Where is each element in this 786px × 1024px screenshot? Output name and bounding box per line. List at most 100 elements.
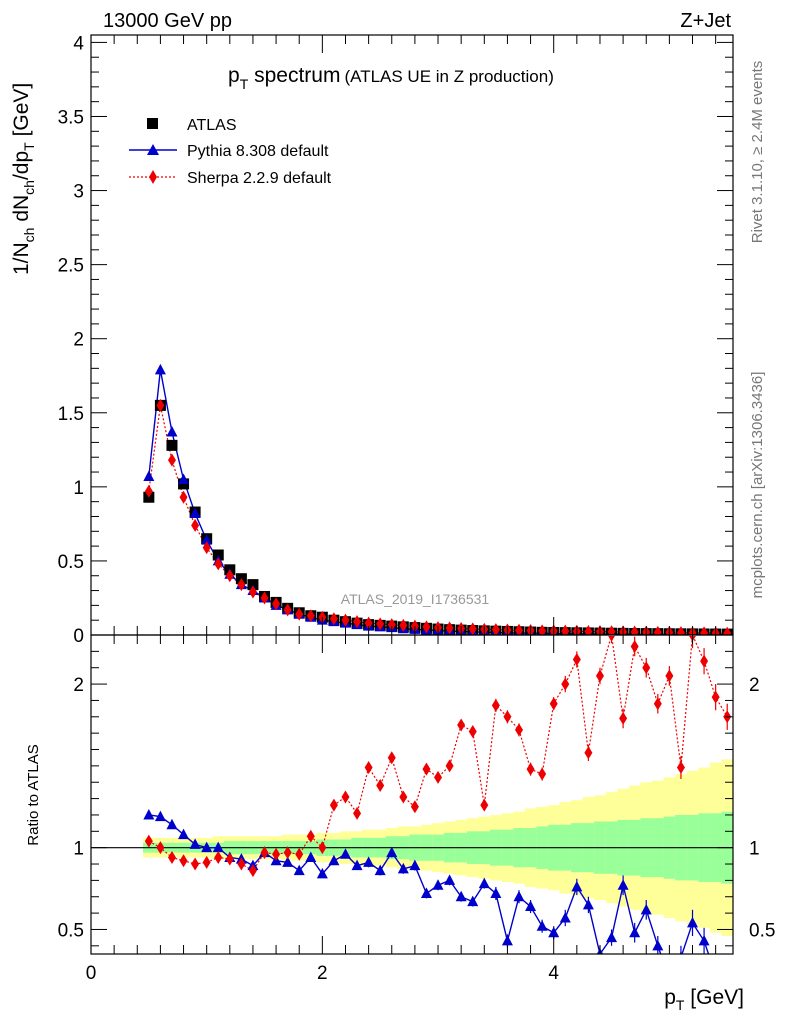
pythia-ratio-point (698, 934, 710, 946)
main-y-axis-label: 1/Nch dNch/dpT [GeV] (10, 83, 37, 275)
sherpa-ratio-point (480, 798, 489, 812)
sherpa-ratio-point (584, 746, 593, 760)
sherpa-ratio-point (549, 697, 558, 711)
axis-ticks (90, 35, 733, 954)
atlas-point (166, 439, 178, 451)
pythia-ratio-point (316, 867, 328, 879)
sherpa-ratio-point (156, 841, 165, 855)
pythia-point (189, 507, 201, 519)
main-y-tick-label: 2 (73, 330, 84, 351)
pythia-ratio-point (282, 856, 294, 867)
sherpa-point (306, 609, 315, 623)
sherpa-ratio-point (422, 762, 431, 776)
sherpa-point (676, 626, 685, 635)
pythia-ratio-point (444, 874, 456, 885)
sherpa-ratio-point (700, 654, 709, 668)
sherpa-ratio-point (167, 850, 176, 864)
sherpa-ratio-point (619, 711, 628, 725)
x-tick-label: 4 (548, 963, 559, 984)
pythia-ratio-point (409, 859, 421, 871)
sherpa-ratio-point (561, 677, 570, 691)
x-axis-label: pT [GeV] (664, 986, 744, 1013)
pythia-ratio-point (363, 856, 375, 867)
sherpa-point (237, 578, 246, 592)
pythia-ratio-point (293, 864, 305, 876)
sherpa-ratio-point (572, 653, 581, 667)
sherpa-ratio-point (526, 762, 535, 776)
main-y-tick-label: 1.5 (58, 404, 84, 425)
sherpa-point (225, 569, 234, 583)
sherpa-point (295, 607, 304, 621)
sherpa-ratio-point (248, 864, 257, 878)
sherpa-ratio-point (676, 761, 685, 775)
pythia-ratio-point (525, 900, 537, 912)
sherpa-ratio-point (434, 770, 443, 784)
sherpa-point (376, 617, 385, 631)
sherpa-point (179, 490, 188, 504)
pythia-ratio-point (189, 838, 201, 849)
pythia-ratio-point (664, 973, 675, 984)
ratio-y-tick-label-left: 2 (73, 675, 84, 696)
pythia-ratio-point (617, 879, 629, 890)
sherpa-ratio-point (214, 850, 223, 864)
sherpa-ratio-point (538, 767, 547, 781)
sherpa-point (191, 518, 200, 532)
pythia-ratio-point (536, 920, 548, 931)
mcplots-label: mcplots.cern.ch [arXiv:1306.3436] (749, 372, 766, 599)
sherpa-ratio-point (515, 723, 523, 737)
sherpa-ratio-point (341, 790, 350, 804)
sherpa-ratio-point (179, 854, 188, 868)
sherpa-point (248, 585, 257, 599)
sherpa-point (491, 623, 500, 635)
sherpa-ratio-point (144, 834, 153, 848)
x-tick-label: 2 (317, 963, 328, 984)
sherpa-point (387, 618, 396, 632)
sherpa-ratio-point (711, 690, 720, 704)
pythia-ratio-point (559, 912, 571, 923)
sherpa-point (468, 622, 477, 635)
energy-label: 13000 GeV pp (103, 10, 232, 32)
x-tick-label: 0 (86, 963, 97, 984)
sherpa-point (283, 603, 292, 617)
analysis-watermark: ATLAS_2019_I1736531 (341, 591, 490, 607)
pythia-ratio-point (679, 951, 683, 954)
pythia-ratio-point (640, 903, 652, 915)
ratio-panel-data (91, 636, 733, 984)
sherpa-ratio-point (272, 847, 281, 861)
pythia-ratio-point (571, 880, 583, 892)
sherpa-ratio-point (468, 725, 477, 739)
sherpa-ratio-point (364, 761, 373, 775)
sherpa-point (700, 626, 709, 635)
sherpa-ratio-point (410, 800, 419, 814)
ratio-y-tick-label-left: 1 (73, 839, 84, 860)
pythia-ratio-point (513, 890, 525, 902)
sherpa-ratio-point (353, 806, 362, 820)
pythia-ratio-point (201, 841, 213, 853)
title-p: p (228, 64, 240, 87)
sherpa-ratio-point (491, 698, 500, 712)
ratio-y-tick-label-right: 1 (749, 839, 760, 860)
sherpa-ratio-point (457, 718, 466, 732)
sherpa-point (399, 618, 408, 632)
pythia-ratio-point (629, 926, 641, 938)
sherpa-ratio-point (653, 697, 662, 711)
sherpa-ratio-point (260, 846, 269, 860)
legend-pythia-label: Pythia 8.308 default (187, 143, 329, 160)
sherpa-point (329, 612, 338, 626)
sherpa-point (272, 597, 281, 611)
pythia-ratio-point (212, 841, 224, 853)
sherpa-ratio-point (642, 661, 651, 675)
sherpa-ratio-point (376, 779, 385, 793)
sherpa-ratio-point (295, 847, 304, 861)
sherpa-ratio-point (225, 852, 234, 866)
main-y-tick-label: 4 (73, 33, 84, 54)
sherpa-ratio-point (387, 751, 396, 765)
sherpa-point (167, 453, 176, 467)
plot-title: pT spectrum (ATLAS UE in Z production) (228, 64, 554, 92)
axis-tick-labels: 0 0.5 1 1.5 2 2.5 3 3.5 4 0 2 4 0.5 0.5 1 1 2 2 (58, 33, 776, 984)
rivet-version-label: Rivet 3.1.10, ≥ 2.4M events (749, 61, 766, 244)
pythia-ratio-point (178, 828, 190, 840)
pythia-point (154, 363, 166, 375)
pythia-ratio-point (501, 934, 513, 946)
